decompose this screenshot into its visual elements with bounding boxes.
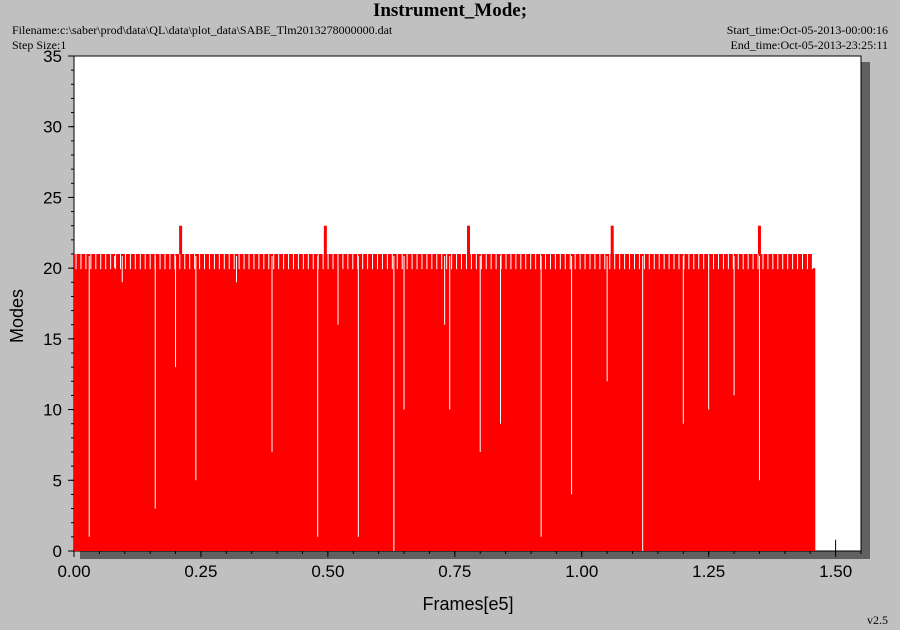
x-tick-label: 0.25 — [184, 562, 217, 581]
series-edge-step — [812, 254, 817, 269]
end-time-label: End_time:Oct-05-2013-23:25:11 — [730, 38, 888, 52]
y-axis-label: Modes — [7, 289, 27, 343]
series-spike — [323, 225, 327, 254]
y-tick-label: 5 — [53, 471, 62, 490]
series-spike — [757, 225, 761, 254]
y-tick-label: 10 — [43, 401, 62, 420]
start-time-label: Start_time:Oct-05-2013-00:00:16 — [726, 23, 888, 37]
y-tick-label: 20 — [43, 259, 62, 278]
step-size-label: Step Size:1 — [12, 38, 67, 52]
y-tick-label: 30 — [43, 118, 62, 137]
version-label: v2.5 — [867, 613, 888, 627]
y-tick-label: 35 — [43, 47, 62, 66]
series-layer — [74, 225, 837, 551]
y-tick-label: 25 — [43, 188, 62, 207]
series-spike — [179, 225, 183, 254]
x-tick-label: 0.50 — [311, 562, 344, 581]
series-spike — [467, 225, 471, 254]
x-tick-label: 0.00 — [57, 562, 90, 581]
filename-label: Filename:c:\saber\prod\data\QL\data\plot… — [12, 23, 393, 37]
y-tick-label: 0 — [53, 542, 62, 561]
y-tick-label: 15 — [43, 330, 62, 349]
series-spike — [610, 225, 614, 254]
x-tick-label: 1.25 — [692, 562, 725, 581]
axes-layer: 0.00 0.25 0.50 0.75 1.00 1.25 1.50 0 5 10 15 20 25 30… — [43, 47, 862, 581]
x-tick-label: 1.50 — [819, 562, 852, 581]
x-axis-label: Frames[e5] — [422, 594, 513, 614]
x-tick-label: 0.75 — [438, 562, 471, 581]
x-tick-label: 1.00 — [565, 562, 598, 581]
chart-title: Instrument_Mode; — [372, 0, 528, 21]
